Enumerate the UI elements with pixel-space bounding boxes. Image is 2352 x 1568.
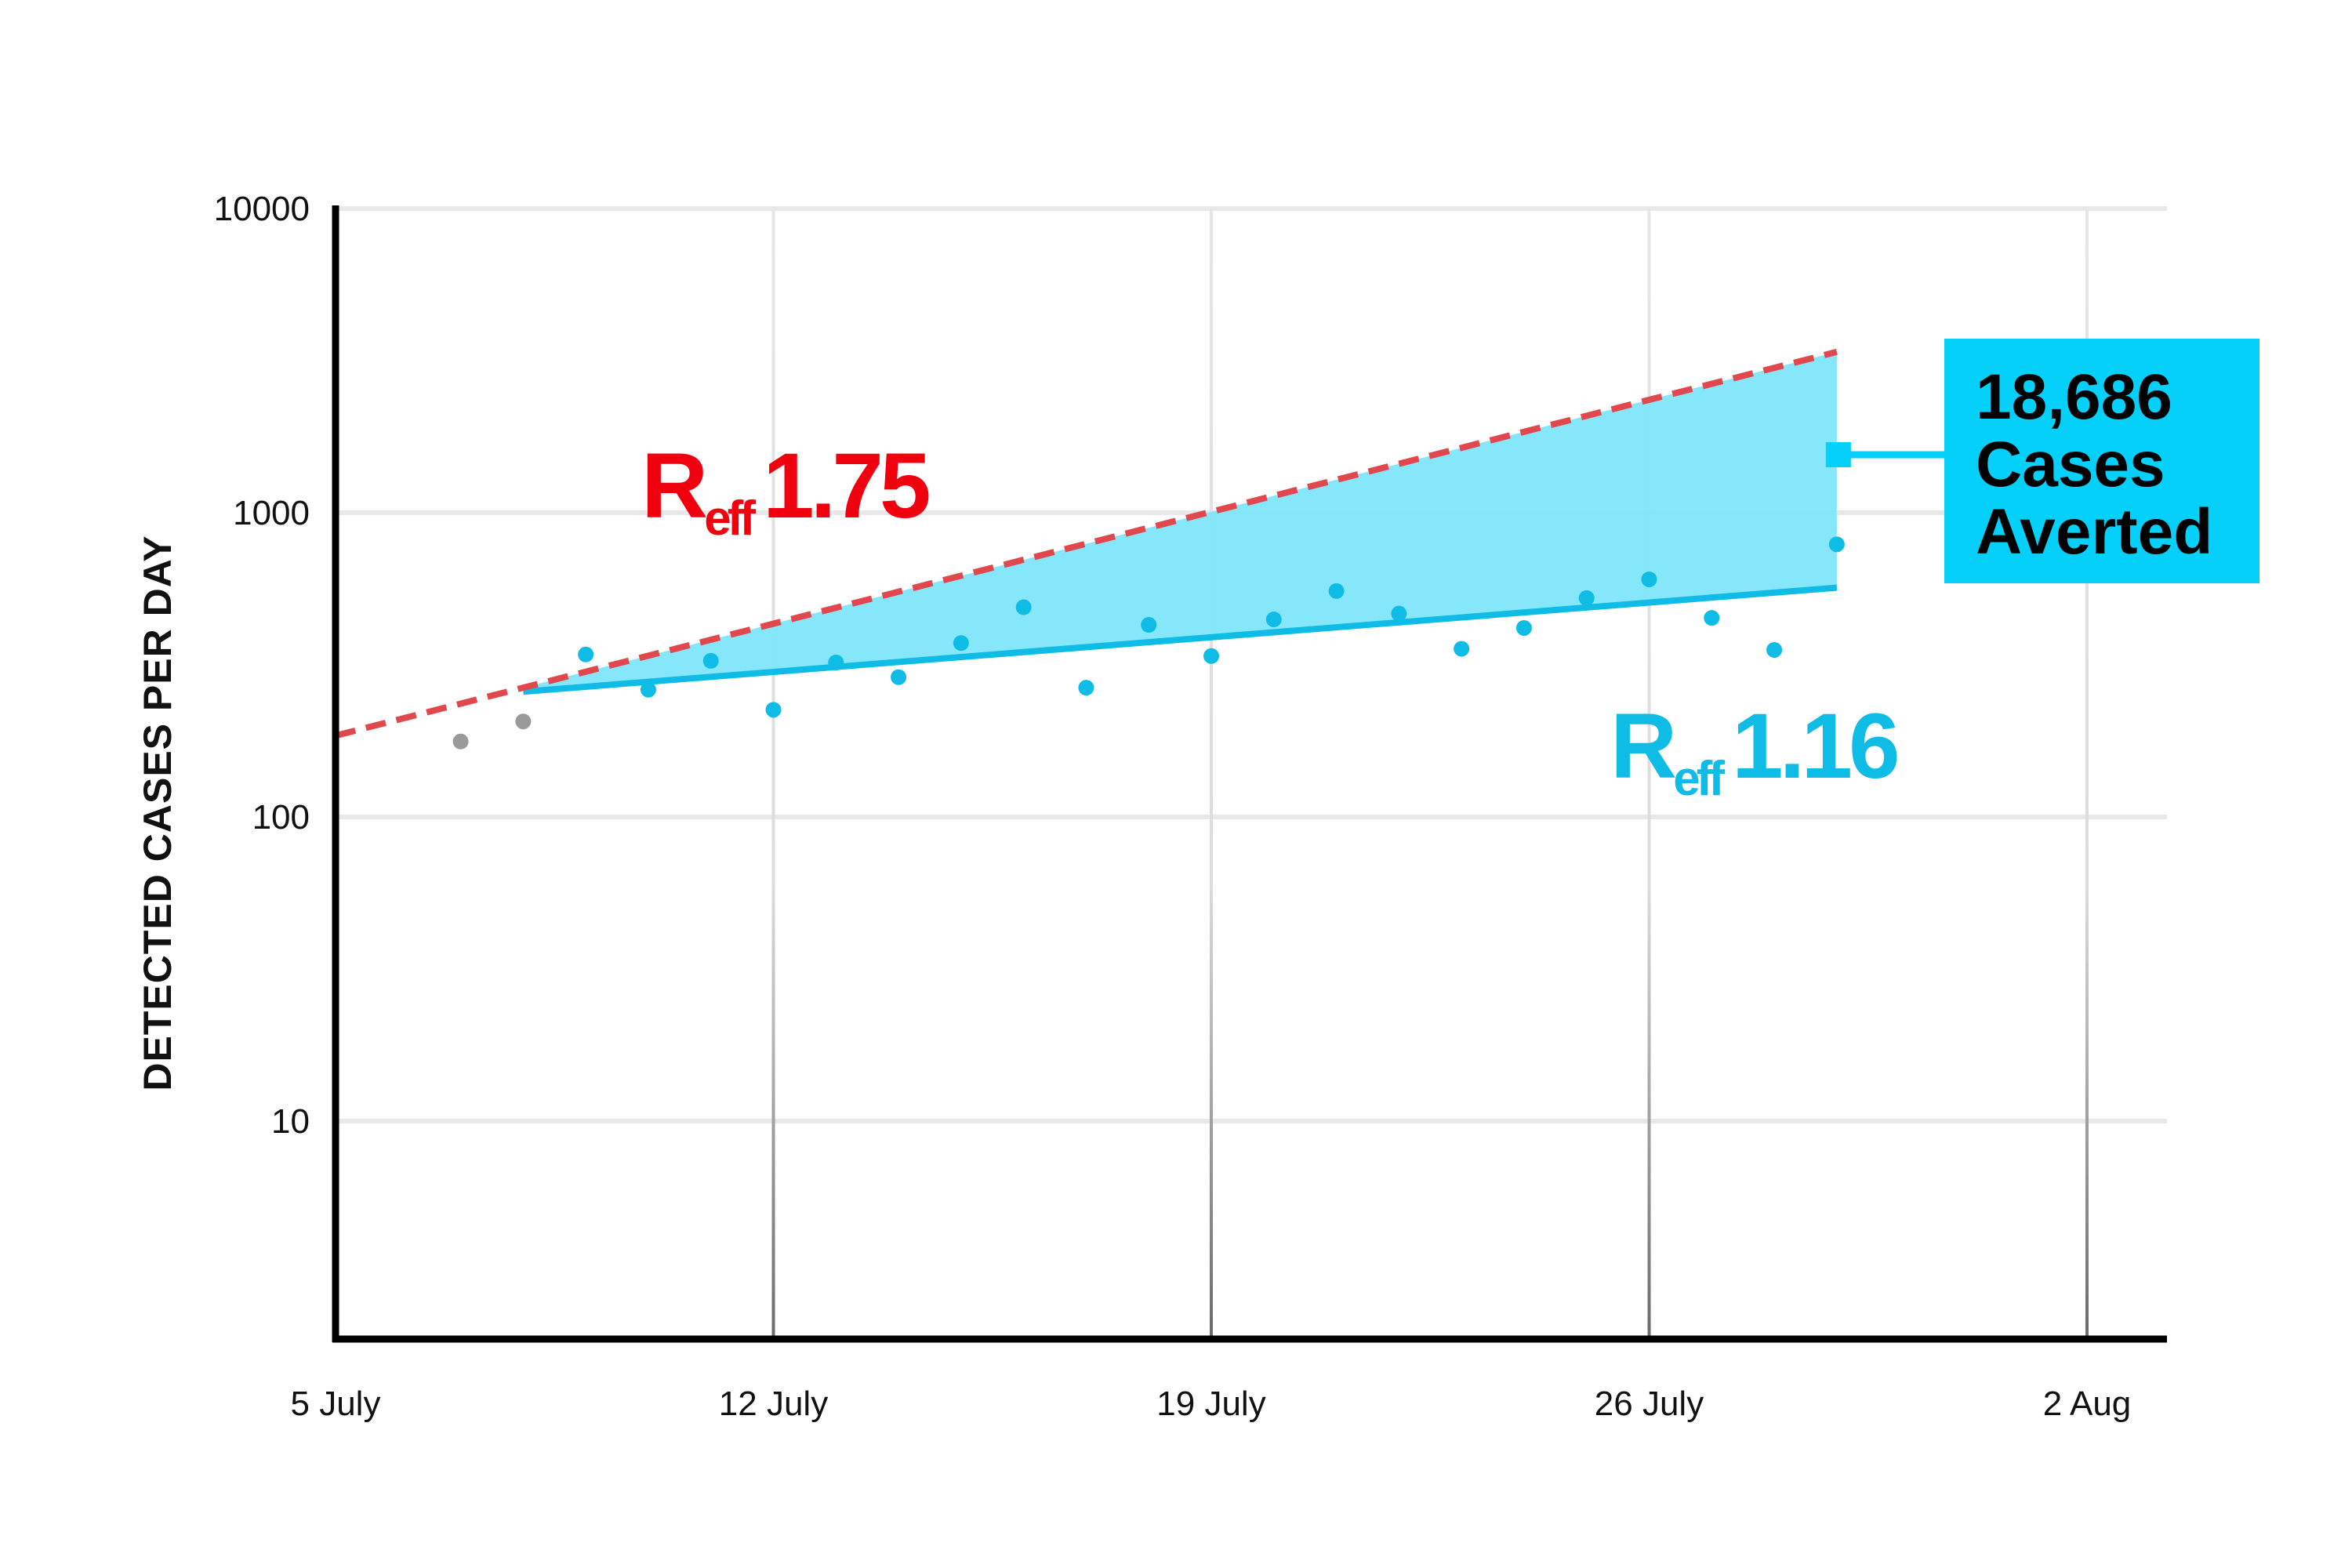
x-tick-label: 19 July [1156, 1385, 1265, 1423]
tick-labels: 10 100 1000 10000 5 July 12 July 19 July 26 Jul… [214, 190, 2132, 1423]
reff-subscript: eff [1673, 752, 1725, 806]
data-point [1766, 641, 1783, 658]
data-point [1828, 536, 1845, 553]
data-point [1454, 641, 1470, 657]
data-point [891, 669, 907, 685]
data-point [702, 652, 719, 669]
x-tick-label: 2 Aug [2043, 1385, 2132, 1423]
reff-letter: R [641, 434, 706, 538]
data-point [1391, 605, 1407, 622]
reff-label-text: Reff 1.16 [1610, 695, 1897, 806]
data-point [1265, 612, 1282, 628]
y-tick-label: 10 [271, 1102, 310, 1141]
y-tick-label: 1000 [233, 494, 310, 532]
data-point [828, 654, 844, 670]
reff-letter: R [1610, 695, 1675, 798]
data-points-layer [452, 536, 1845, 750]
data-point [1578, 590, 1595, 606]
data-point [1015, 599, 1032, 615]
data-point [578, 646, 594, 662]
trend-line-low [523, 584, 1838, 695]
x-gridline [1647, 209, 1651, 1339]
data-point [1704, 610, 1720, 626]
x-gridline [771, 209, 775, 1339]
data-point [1328, 583, 1345, 599]
callout-line: Cases [1976, 429, 2165, 500]
data-point [640, 681, 656, 698]
data-point [765, 702, 782, 718]
data-point [1515, 619, 1532, 636]
data-point [1141, 616, 1157, 633]
reff-low-label: Reff 1.16 [1610, 695, 1901, 806]
reff-value: 1.16 [1732, 695, 1897, 798]
reff-label-text: Reff 1.75 [641, 434, 929, 546]
y-tick-label: 10000 [214, 190, 310, 228]
reff-high-label: Reff 1.75 [641, 434, 933, 546]
data-point [1203, 648, 1219, 664]
x-gridline [1210, 209, 1213, 1339]
axes [332, 205, 2167, 1343]
callout-marker [1825, 442, 1851, 467]
data-point [515, 713, 532, 730]
x-tick-label: 5 July [291, 1385, 381, 1423]
y-axis-label: DETECTED CASES PER DAY [136, 535, 180, 1091]
y-tick-label: 100 [252, 798, 310, 837]
reff-value: 1.75 [763, 434, 929, 538]
data-point [953, 635, 969, 652]
callout-line: Averted [1976, 496, 2212, 568]
trend-lines-layer [335, 348, 1838, 739]
x-tick-label: 12 July [719, 1385, 828, 1423]
callout-box [1944, 339, 2259, 583]
x-gridline [2085, 209, 2089, 1339]
x-tick-label: 26 July [1595, 1385, 1704, 1423]
reff-subscript: eff [704, 492, 756, 546]
data-point [1078, 680, 1094, 696]
data-point [1641, 571, 1657, 587]
trend-line-high [335, 348, 1838, 739]
data-point [452, 733, 469, 750]
callout-line: 18,686 [1976, 361, 2172, 433]
